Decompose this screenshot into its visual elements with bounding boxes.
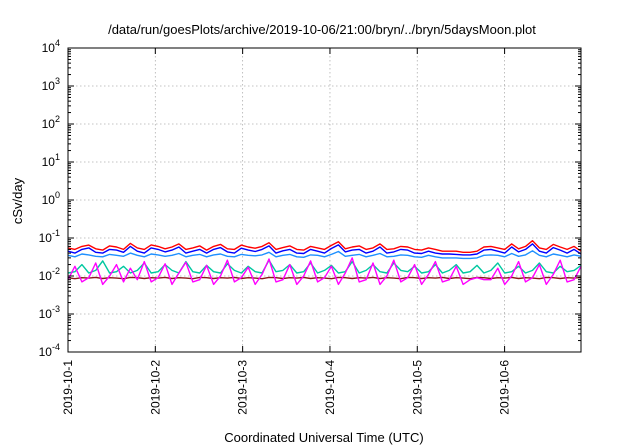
series-line-1 — [67, 239, 582, 254]
y-tick-label: 104 — [42, 38, 60, 55]
y-tick-label: 10-4 — [39, 342, 60, 359]
y-tick-label: 103 — [42, 76, 60, 93]
y-tick-label: 10-3 — [39, 304, 60, 321]
series-line-4 — [67, 259, 582, 274]
series-line-6 — [67, 257, 582, 286]
x-tick-label: 2019-10-3 — [236, 360, 250, 415]
y-tick-label: 10-1 — [39, 228, 60, 245]
y-tick-label: 102 — [42, 114, 60, 131]
series-line-3 — [67, 250, 582, 260]
series-line-2 — [67, 243, 582, 256]
y-axis-label: cSv/day — [10, 177, 25, 224]
x-tick-label: 2019-10-1 — [61, 360, 75, 415]
x-tick-label: 2019-10-6 — [498, 360, 512, 415]
y-tick-label: 100 — [42, 190, 60, 207]
x-tick-label: 2019-10-5 — [410, 360, 424, 415]
x-tick-label: 2019-10-4 — [323, 360, 337, 415]
y-tick-label: 10-2 — [39, 266, 60, 283]
ticks: 10-4 10-3 10-2 10-1 100 101 102 103 104 2019-10-1… — [39, 38, 581, 415]
y-tick-label: 101 — [42, 152, 60, 169]
x-axis-label: Coordinated Universal Time (UTC) — [224, 430, 423, 445]
chart-title: /data/run/goesPlots/archive/2019-10-06/2… — [108, 22, 536, 37]
x-tick-label: 2019-10-2 — [148, 360, 162, 415]
series-layer — [67, 239, 582, 286]
grid — [68, 48, 581, 352]
